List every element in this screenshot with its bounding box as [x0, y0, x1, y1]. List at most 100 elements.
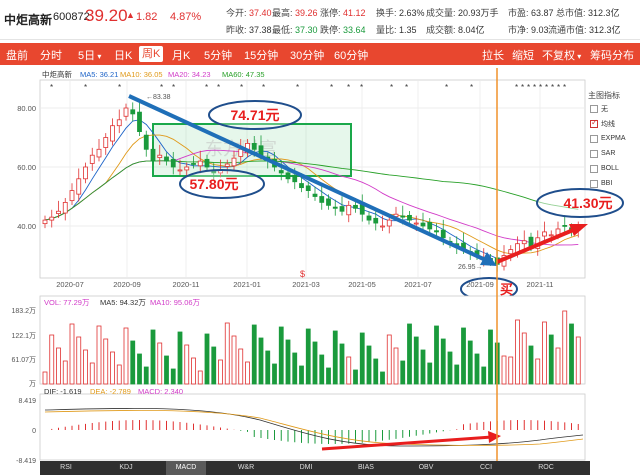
- chip-distribution-button[interactable]: 筹码分布: [590, 50, 634, 62]
- volume-bar: [272, 363, 277, 385]
- candle-body: [413, 222, 419, 225]
- indicator-option[interactable]: SAR: [586, 146, 640, 161]
- candle-body: [521, 240, 527, 245]
- checkbox[interactable]: [590, 179, 598, 188]
- event-marker: *: [118, 83, 121, 92]
- volume-bar: [69, 323, 75, 385]
- tab-five-day[interactable]: 5日 ▾: [78, 50, 102, 62]
- event-marker: *: [172, 83, 175, 92]
- checkbox[interactable]: [590, 104, 598, 113]
- tab-minute[interactable]: 分时: [40, 50, 62, 62]
- tab-5min[interactable]: 5分钟: [204, 50, 233, 62]
- candle-body: [427, 222, 433, 230]
- tab-pre-market[interactable]: 盘前: [6, 50, 28, 62]
- float-mcap-stat: 流通市值: 312.3亿: [548, 25, 621, 35]
- macd-arrowhead: [488, 431, 501, 443]
- macd-y-tick: 8.419: [18, 398, 36, 405]
- x-tick: 2021-11: [527, 280, 554, 289]
- macd-y-tick: -8.419: [16, 458, 36, 465]
- event-marker: *: [521, 83, 524, 92]
- period-toolbar: 盘前 分时 5日 ▾ 日K 周K 月K 5分钟 15分钟 30分钟 60分钟 拉…: [0, 43, 640, 65]
- event-marker: *: [390, 83, 393, 92]
- candle-body: [251, 142, 257, 150]
- candle-body: [62, 201, 68, 214]
- candle-body: [130, 109, 136, 115]
- tab-cci[interactable]: CCI: [479, 464, 493, 471]
- event-marker: *: [347, 83, 350, 92]
- mcap-stat: 总市值: 312.3亿: [556, 8, 620, 18]
- tab-bias[interactable]: BIAS: [358, 464, 374, 471]
- volume-bar: [515, 319, 520, 385]
- ma-line: [44, 160, 579, 221]
- volume-bar: [339, 343, 345, 385]
- shorten-button[interactable]: 缩短: [512, 50, 534, 62]
- volume-bar: [353, 369, 358, 385]
- volume-bar: [346, 356, 352, 385]
- checkbox[interactable]: [590, 164, 598, 173]
- indicator-option[interactable]: 无: [586, 101, 640, 116]
- tab-roc[interactable]: ROC: [538, 464, 554, 471]
- drag-button[interactable]: 拉长: [482, 50, 504, 62]
- volume-bar: [555, 347, 561, 385]
- candle-body: [407, 214, 412, 221]
- volume-bar: [89, 362, 95, 385]
- x-tick: 2021-05: [348, 280, 376, 289]
- adjust-select[interactable]: 不复权 ▾: [542, 50, 582, 62]
- annotation-top: 74.71元: [230, 107, 279, 123]
- vol-y-tick: 万: [29, 380, 36, 388]
- tab-week-k[interactable]: 周K: [139, 46, 164, 62]
- volume-bar: [305, 328, 311, 385]
- event-marker: *: [533, 83, 536, 92]
- volume-bar: [285, 339, 291, 385]
- volume-bar: [123, 327, 129, 385]
- annotation-ellipse-mid: [179, 169, 265, 199]
- prev-close-stat: 昨收: 37.38: [226, 25, 272, 35]
- volume-bar: [407, 323, 412, 385]
- volume-bar: [467, 340, 473, 385]
- tab-dmi[interactable]: DMI: [299, 464, 313, 471]
- tab-wr[interactable]: W&R: [237, 464, 255, 471]
- candle-body: [542, 231, 547, 237]
- tab-month-k[interactable]: 月K: [172, 50, 191, 62]
- volume-bar: [184, 344, 190, 385]
- candle-body: [359, 204, 365, 215]
- tab-macd[interactable]: MACD: [166, 461, 206, 475]
- tab-30min[interactable]: 30分钟: [290, 50, 325, 62]
- tab-rsi[interactable]: RSI: [60, 464, 72, 471]
- volume-bar: [231, 335, 237, 385]
- volume-bar: [501, 355, 507, 385]
- candle-body: [393, 213, 399, 217]
- tab-kdj[interactable]: KDJ: [119, 464, 133, 471]
- event-marker: *: [545, 83, 548, 92]
- limit-down-stat: 跌停: 33.64: [320, 25, 366, 35]
- volume-bar: [164, 355, 169, 385]
- volume-bar: [400, 360, 406, 385]
- checkbox[interactable]: [590, 118, 598, 128]
- x-tick: 2021-01: [233, 280, 261, 289]
- volume-bar: [332, 330, 338, 385]
- checkbox[interactable]: [590, 149, 598, 158]
- event-marker: *: [445, 83, 448, 92]
- dif-line: [44, 407, 584, 447]
- tab-60min[interactable]: 60分钟: [334, 50, 369, 62]
- tab-day-k[interactable]: 日K: [114, 50, 133, 62]
- volume-bar: [278, 326, 284, 385]
- candle-body: [170, 158, 176, 168]
- volume-bars: [42, 310, 581, 385]
- tab-obv[interactable]: OBV: [418, 464, 434, 471]
- indicator-option[interactable]: BOLL: [586, 161, 640, 176]
- volume-bar: [177, 331, 183, 385]
- volume-bar: [535, 358, 541, 385]
- event-marker: *: [240, 83, 243, 92]
- turnover-stat: 换手: 2.63%: [376, 8, 425, 18]
- tab-15min[interactable]: 15分钟: [244, 50, 279, 62]
- checkbox[interactable]: [590, 134, 598, 143]
- indicator-option[interactable]: EXPMA: [586, 131, 640, 146]
- macd-divergence-arrow: [321, 435, 493, 451]
- candle-body: [157, 154, 163, 158]
- chart-svg: 中炬高新 MA5: 36.21 MA10: 36.05 MA20: 34.23 …: [11, 68, 624, 475]
- indicator-option[interactable]: BBI: [586, 176, 640, 191]
- volume-bar: [258, 337, 264, 385]
- indicator-option[interactable]: 均线: [586, 116, 640, 131]
